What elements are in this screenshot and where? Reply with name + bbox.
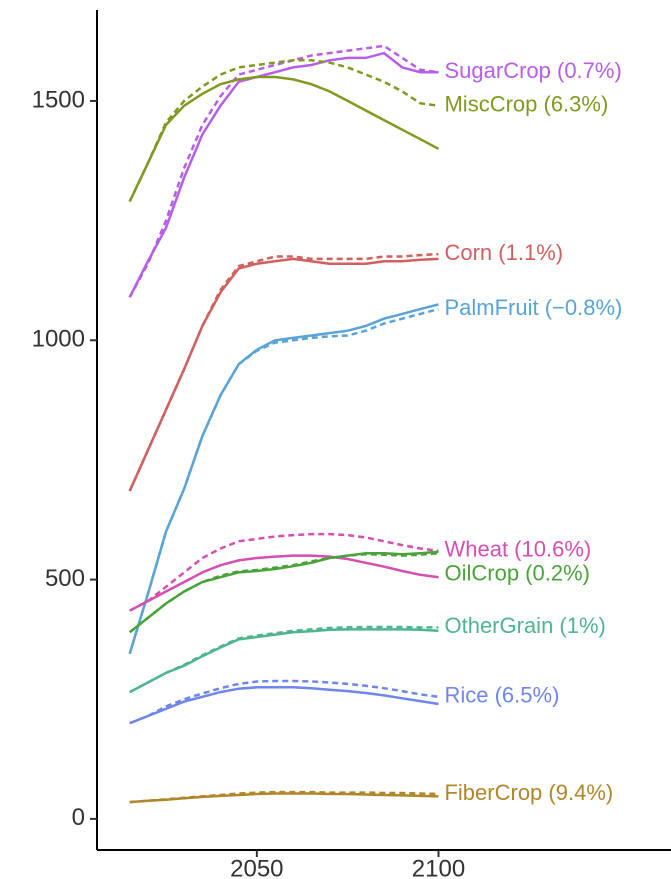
- series-label: FiberCrop (9.4%): [444, 780, 613, 805]
- series-line: [128, 303, 439, 655]
- series-line-dashed: [128, 44, 439, 298]
- series-line: [129, 628, 439, 694]
- y-tick-label: 0: [72, 804, 85, 831]
- series-line-dashed: [129, 532, 439, 612]
- series-line: [128, 550, 439, 634]
- series-label: Corn (1.1%): [444, 240, 563, 265]
- x-tick-label: 2050: [230, 855, 283, 879]
- series-line-dashed: [128, 307, 439, 655]
- series-line-dashed: [128, 252, 439, 492]
- series-label: Wheat (10.6%): [444, 537, 591, 562]
- series-line: [129, 792, 439, 804]
- series-line: [128, 75, 440, 203]
- series-label: MiscCrop (6.3%): [444, 92, 608, 117]
- series-label: OilCrop (0.2%): [444, 561, 589, 586]
- series-label: SugarCrop (0.7%): [444, 58, 621, 83]
- series-line: [129, 686, 439, 725]
- series-line-dashed: [128, 551, 439, 634]
- series-line-dashed: [129, 625, 439, 694]
- series-line: [128, 257, 439, 492]
- series-label: OtherGrain (1%): [444, 613, 605, 638]
- series-line: [128, 51, 439, 298]
- series-label: PalmFruit (−0.8%): [444, 295, 622, 320]
- y-tick-label: 500: [45, 565, 85, 592]
- y-tick-label: 1500: [32, 86, 85, 113]
- series-label: Rice (6.5%): [444, 683, 559, 708]
- series-line-dashed: [129, 679, 439, 725]
- series-line: [129, 554, 439, 612]
- x-tick-label: 2100: [412, 855, 465, 879]
- series-line-dashed: [128, 59, 439, 203]
- y-tick-label: 1000: [32, 326, 85, 353]
